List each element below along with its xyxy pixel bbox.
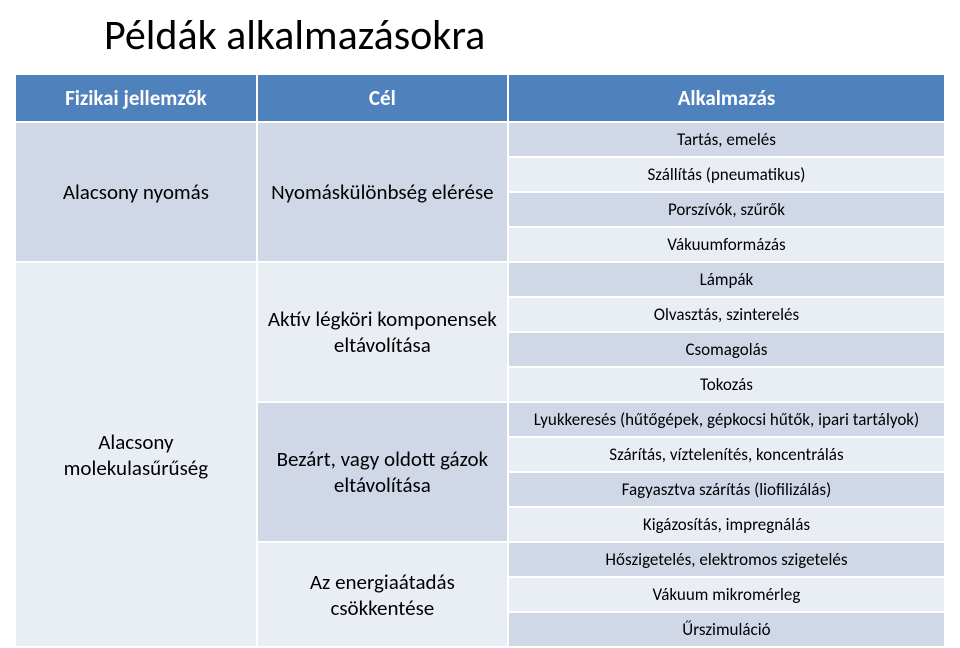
cell-app: Tokozás [508,367,945,402]
cell-goal-3: Bezárt, vagy oldott gázok eltávolítása [257,402,508,542]
cell-app: Tartás, emelés [508,122,945,157]
cell-app: Csomagolás [508,332,945,367]
header-col2: Cél [257,74,508,122]
cell-app: Kigázosítás, impregnálás [508,507,945,542]
cell-goal-4: Az energiaátadás csökkentése [257,542,508,647]
cell-app: Olvasztás, szinterelés [508,297,945,332]
cell-app: Porszívók, szűrők [508,192,945,227]
cell-app: Szállítás (pneumatikus) [508,157,945,192]
cell-app: Lyukkeresés (hűtőgépek, gépkocsi hűtők, … [508,402,945,437]
cell-goal-2: Aktív légköri komponensek eltávolítása [257,262,508,402]
cell-goal-1: Nyomáskülönbség elérése [257,122,508,262]
table-row: Alacsony nyomás Nyomáskülönbség elérése … [15,122,945,157]
cell-phys-1: Alacsony nyomás [15,122,257,262]
table-row: Alacsony molekulasűrűség Aktív légköri k… [15,262,945,297]
page-title: Példák alkalmazásokra [104,10,946,61]
cell-app: Vákuumformázás [508,227,945,262]
applications-table: Fizikai jellemzők Cél Alkalmazás Alacson… [14,73,946,648]
cell-app: Hőszigetelés, elektromos szigetelés [508,542,945,577]
cell-app: Fagyasztva szárítás (liofilizálás) [508,472,945,507]
header-col3: Alkalmazás [508,74,945,122]
table-header-row: Fizikai jellemzők Cél Alkalmazás [15,74,945,122]
header-col1: Fizikai jellemzők [15,74,257,122]
cell-phys-2: Alacsony molekulasűrűség [15,262,257,647]
cell-app: Vákuum mikromérleg [508,577,945,612]
cell-app: Szárítás, víztelenítés, koncentrálás [508,437,945,472]
cell-app: Lámpák [508,262,945,297]
cell-app: Űrszimuláció [508,612,945,647]
